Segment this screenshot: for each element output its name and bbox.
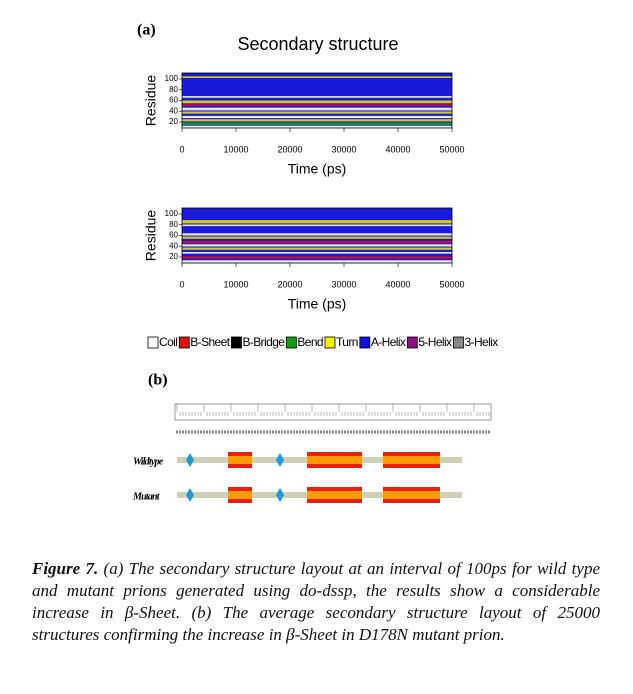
sheet-core — [383, 456, 440, 464]
y-tick-label: 60 — [169, 96, 178, 105]
x-tick-label: 0 — [179, 144, 184, 154]
heatmap-band — [182, 104, 452, 106]
caption-text: (a) The secondary structure layout at an… — [32, 559, 601, 644]
x-tick-label: 50000 — [439, 279, 464, 289]
x-tick-label: 20000 — [277, 279, 302, 289]
legend-swatch — [359, 336, 371, 349]
legend-swatch — [285, 336, 297, 349]
bridge-marker — [186, 488, 194, 502]
bridge-marker — [276, 488, 284, 502]
y-tick-label: 20 — [169, 117, 178, 126]
legend-label: Coil — [159, 335, 177, 349]
y-tick-label: 20 — [169, 252, 178, 261]
legend-label: A-Helix — [371, 335, 406, 349]
y-axis-label: Residue — [143, 75, 159, 127]
heatmap-band — [182, 96, 452, 98]
y-tick-label: 40 — [169, 106, 178, 115]
legend-label: 5-Helix — [418, 335, 452, 349]
row-label: Wildtype — [133, 456, 164, 467]
heatmap-band — [182, 236, 452, 239]
x-axis-label: Time (ps) — [288, 161, 347, 177]
legend-swatch — [406, 336, 418, 349]
legend-label: B-Sheet — [190, 335, 230, 349]
row-label: Mutant — [132, 491, 161, 502]
heatmap-band — [182, 260, 452, 263]
heatmap-band — [182, 111, 452, 114]
sheet-core — [307, 491, 362, 499]
figure: (a) Secondary structure (b) 204060801000… — [132, 22, 499, 503]
legend-swatch — [178, 336, 190, 349]
sheet-core — [228, 491, 252, 499]
heatmap-band — [182, 252, 452, 254]
heatmap-band — [182, 224, 452, 227]
x-tick-label: 10000 — [223, 144, 248, 154]
legend-label: Turn — [336, 335, 358, 349]
chart-title: Secondary structure — [237, 34, 398, 54]
bridge-marker — [186, 453, 194, 467]
heatmap-band — [182, 244, 452, 247]
heatmap-band — [182, 233, 452, 236]
legend-label: B-Bridge — [242, 335, 285, 349]
x-tick-label: 40000 — [385, 279, 410, 289]
caption-label: Figure 7. — [32, 559, 99, 578]
panel-label: (b) — [148, 372, 168, 389]
legend-swatch — [231, 336, 242, 349]
heatmap-band — [182, 115, 452, 119]
sheet-core — [383, 491, 440, 499]
legend-label: Bend — [297, 335, 323, 349]
heatmap-band — [182, 76, 452, 78]
y-tick-label: 100 — [165, 74, 179, 83]
panel-label: (a) — [137, 22, 156, 39]
bridge-marker — [276, 453, 284, 467]
legend-label: 3-Helix — [464, 335, 498, 349]
legend-swatch — [324, 336, 336, 349]
heatmap-band — [182, 122, 452, 126]
heatmap-band — [182, 100, 452, 104]
heatmap-band — [182, 125, 452, 128]
x-tick-label: 50000 — [439, 144, 464, 154]
y-tick-label: 60 — [169, 231, 178, 240]
legend-swatch — [147, 336, 159, 349]
sheet-core — [228, 456, 252, 464]
heatmap-band — [182, 107, 452, 111]
heatmap-band — [182, 220, 452, 224]
y-tick-label: 80 — [169, 220, 178, 229]
x-tick-label: 10000 — [223, 279, 248, 289]
x-tick-label: 30000 — [331, 144, 356, 154]
y-axis-label: Residue — [143, 210, 159, 262]
x-axis-label: Time (ps) — [288, 296, 347, 312]
x-tick-label: 20000 — [277, 144, 302, 154]
y-tick-label: 80 — [169, 85, 178, 94]
x-tick-label: 0 — [179, 279, 184, 289]
heatmap-band — [182, 247, 452, 250]
sheet-core — [307, 456, 362, 464]
y-tick-label: 100 — [165, 209, 179, 218]
x-tick-label: 40000 — [385, 144, 410, 154]
heatmap-band — [182, 256, 452, 259]
caption: Figure 7. (a) The secondary structure la… — [32, 558, 600, 646]
legend-swatch — [453, 336, 464, 349]
heatmap-band — [182, 241, 452, 244]
y-tick-label: 40 — [169, 241, 178, 250]
x-tick-label: 30000 — [331, 279, 356, 289]
heatmap-band — [182, 119, 452, 122]
